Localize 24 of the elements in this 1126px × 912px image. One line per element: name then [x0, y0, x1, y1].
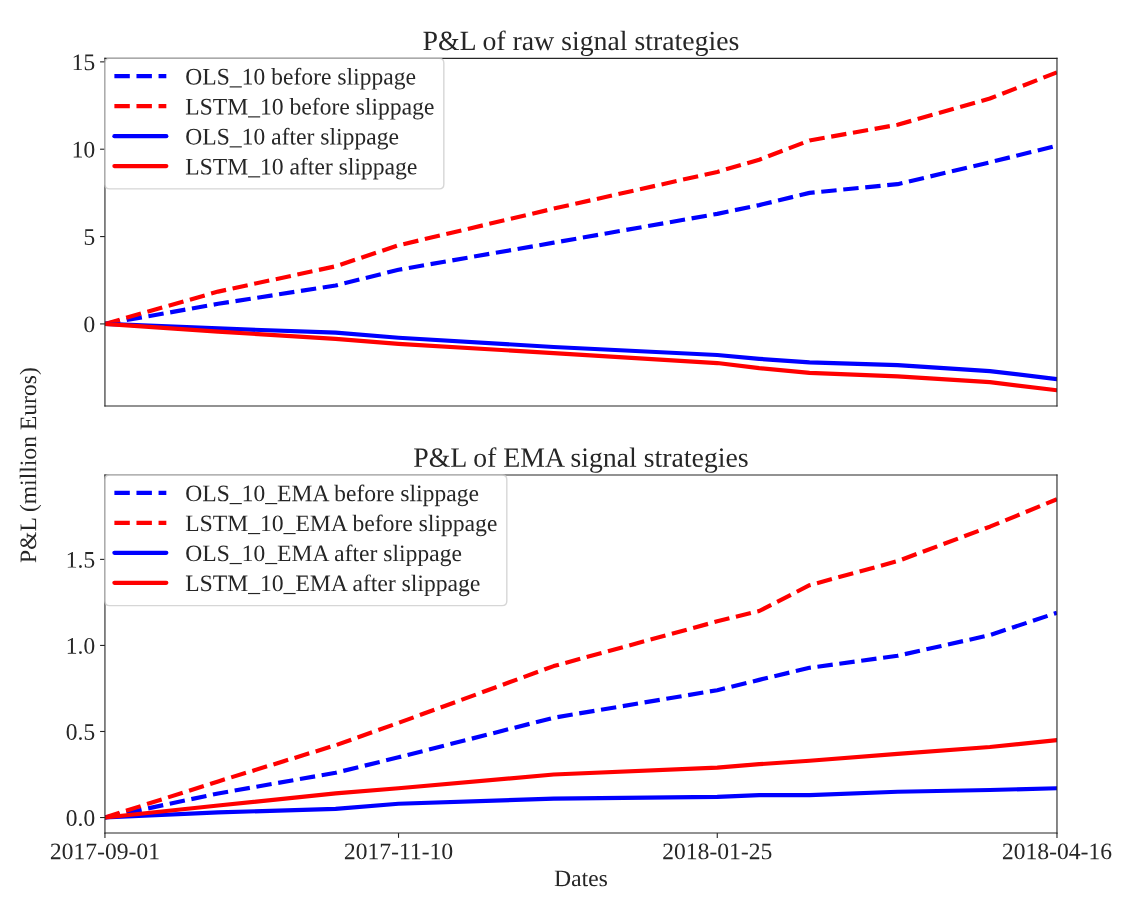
y-tick-label: 1.0	[67, 637, 95, 654]
legend-label: OLS_10 after slippage	[186, 127, 399, 150]
y-tick-label: 10	[73, 141, 95, 158]
y-tick-label: 1.5	[67, 551, 95, 568]
legend-label: OLS_10_EMA after slippage	[186, 544, 462, 567]
chart-title: P&L of EMA signal strategies	[414, 447, 748, 473]
legend-label: OLS_10 before slippage	[186, 67, 416, 90]
legend-label: LSTM_10 before slippage	[185, 97, 434, 120]
chart-title: P&L of raw signal strategies	[423, 30, 739, 57]
y-tick-label: 0.0	[66, 810, 95, 827]
x-axis-title: Dates	[554, 870, 607, 887]
y-tick-label: 5	[84, 229, 95, 245]
y-tick-label: 0	[84, 316, 95, 333]
legend-label: LSTM_10 after slippage	[185, 157, 417, 180]
x-tick-label: 2018-04-16	[1002, 843, 1112, 860]
x-tick-label: 2018-01-25	[663, 843, 772, 860]
y-axis-title: P&L (million Euros)	[19, 368, 42, 563]
x-tick-label: 2017-11-10	[344, 843, 453, 860]
legend-label: LSTM_10_EMA before slippage	[185, 514, 497, 537]
y-tick-label: 0.5	[66, 723, 95, 741]
legend-label: OLS_10_EMA before slippage	[186, 484, 479, 507]
legend-label: LSTM_10_EMA after slippage	[185, 574, 480, 597]
x-tick-label: 2017-09-01	[50, 843, 159, 860]
y-tick-label: 15	[73, 54, 95, 71]
